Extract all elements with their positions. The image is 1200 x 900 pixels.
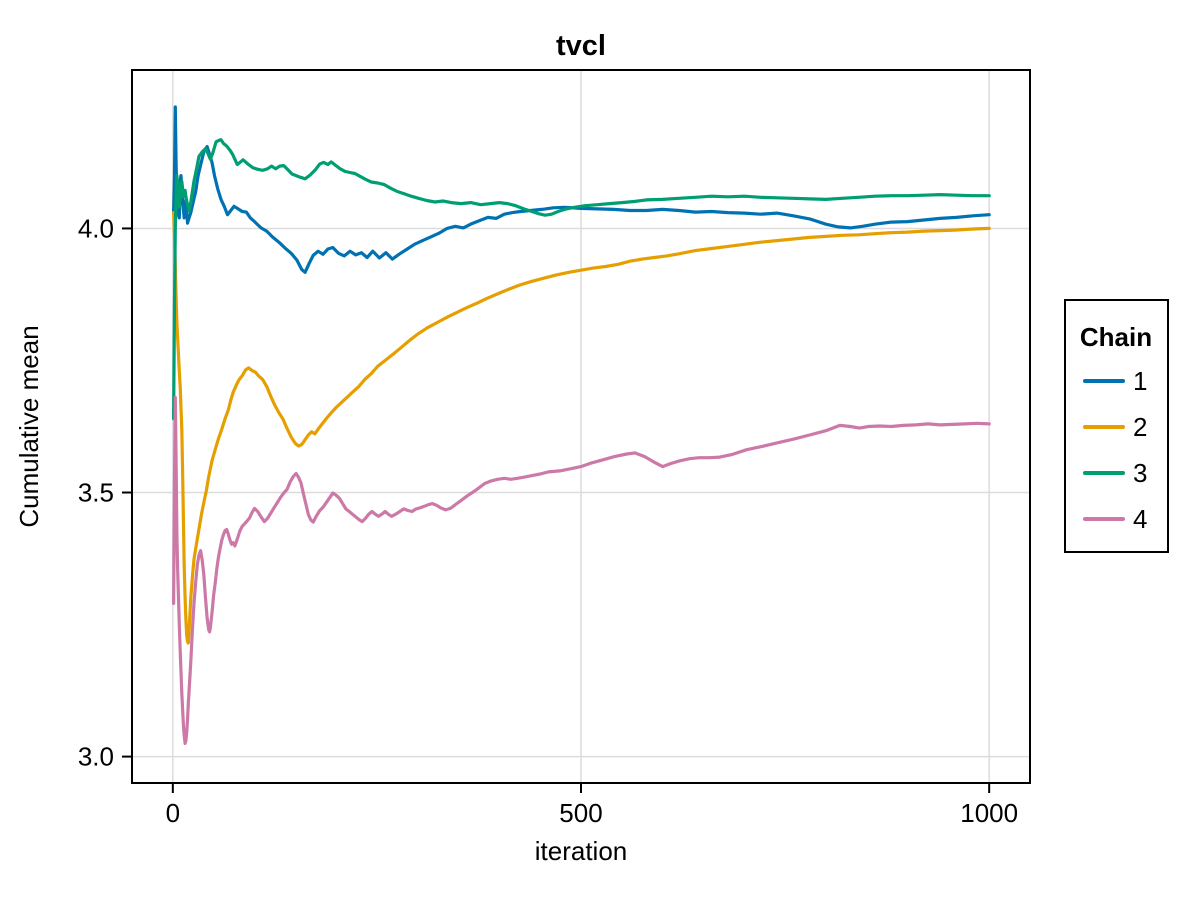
legend: Chain 1 2 3 4 <box>1064 299 1169 553</box>
x-tick-label: 0 <box>166 798 180 828</box>
x-tick-label: 500 <box>559 798 602 828</box>
legend-entry-4: 4 <box>1083 504 1147 534</box>
y-tick-label: 3.0 <box>78 742 114 772</box>
legend-label-chain-2: 2 <box>1133 412 1147 442</box>
chain-1-line <box>172 105 991 274</box>
legend-label-chain-4: 4 <box>1133 504 1147 534</box>
plot-title: tvcl <box>556 30 606 62</box>
legend-title: Chain <box>1080 322 1152 352</box>
axis-ticks: 0 500 1000 3.0 3.5 4.0 <box>78 213 1018 828</box>
series-lines <box>172 105 991 746</box>
x-axis-label: iteration <box>535 836 628 866</box>
legend-entry-1: 1 <box>1083 366 1147 396</box>
x-tick-label: 1000 <box>960 798 1018 828</box>
chain-3-line <box>172 138 991 421</box>
y-axis-label: Cumulative mean <box>14 325 44 527</box>
gridlines <box>132 70 1030 783</box>
y-tick-label: 3.5 <box>78 478 114 508</box>
legend-label-chain-3: 3 <box>1133 458 1147 488</box>
legend-label-chain-1: 1 <box>1133 366 1147 396</box>
chain-2-line <box>172 211 991 645</box>
legend-entry-3: 3 <box>1083 458 1147 488</box>
legend-entry-2: 2 <box>1083 412 1147 442</box>
chain-4-line <box>172 395 991 746</box>
y-tick-label: 4.0 <box>78 213 114 243</box>
